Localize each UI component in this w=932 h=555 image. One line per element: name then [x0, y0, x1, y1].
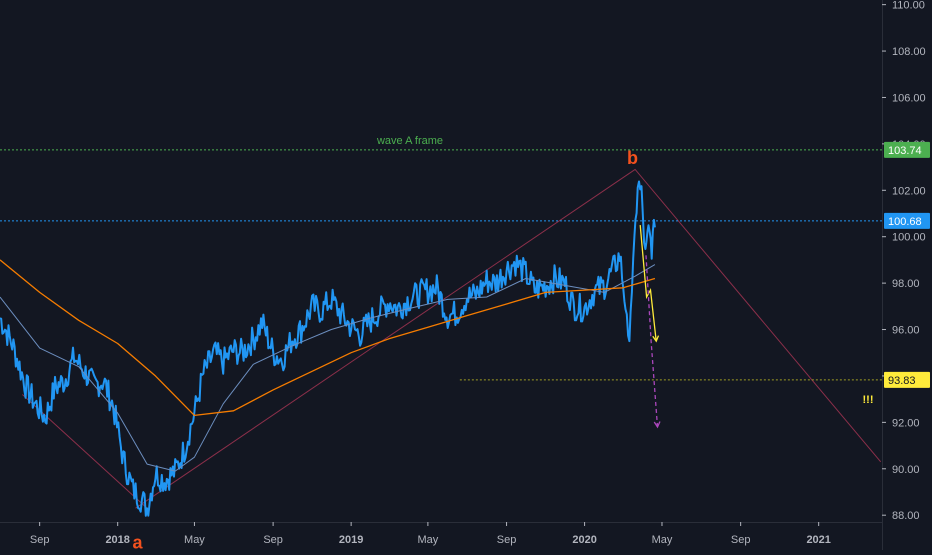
yellow-arrowhead-icon [652, 335, 660, 343]
y-tick-label: 110.00 [892, 0, 925, 12]
x-tick-label: May [184, 534, 205, 546]
resistance-price-badge [884, 212, 930, 229]
y-tick-label: 106.00 [892, 92, 926, 104]
wave-a-label: a [133, 532, 144, 550]
wave-line [135, 168, 882, 509]
x-tick-label: 2019 [339, 534, 363, 546]
wave-channel-line [22, 394, 148, 509]
purple-arrowhead-icon [653, 421, 661, 429]
support-price-badge-label: 93.83 [888, 375, 916, 387]
wave-b-label: b [627, 148, 638, 168]
frame-price-badge [884, 141, 930, 158]
sma-fast-line [0, 264, 656, 472]
wave-a-frame-caption: wave A frame [376, 135, 443, 147]
y-tick-label: 100.00 [892, 232, 926, 244]
y-tick-label: 88.00 [892, 510, 920, 522]
x-tick-label: 2020 [572, 534, 596, 546]
y-tick-label: 108.00 [892, 46, 926, 58]
purple-projection-arrow [645, 255, 659, 428]
x-tick-label: Sep [263, 534, 283, 546]
x-tick-label: 2021 [806, 534, 830, 546]
y-tick-label: 92.00 [892, 417, 920, 429]
x-tick-label: Sep [731, 534, 751, 546]
y-tick-label: 90.00 [892, 464, 920, 476]
x-tick-label: Sep [497, 534, 517, 546]
x-tick-label: May [652, 534, 673, 546]
support-price-badge [884, 371, 930, 388]
resistance-price-badge-label: 100.68 [888, 216, 922, 228]
y-tick-label: 96.00 [892, 325, 920, 337]
price-line [0, 180, 656, 517]
x-tick-label: Sep [30, 534, 50, 546]
sma-slow-line [0, 259, 656, 417]
x-tick-label: May [417, 534, 438, 546]
y-tick-label: 98.00 [892, 278, 920, 290]
alert-label: !!! [863, 394, 874, 406]
x-tick-label: 2018 [105, 534, 129, 546]
y-tick-label: 102.00 [892, 185, 926, 197]
frame-price-badge-label: 103.74 [888, 145, 922, 157]
